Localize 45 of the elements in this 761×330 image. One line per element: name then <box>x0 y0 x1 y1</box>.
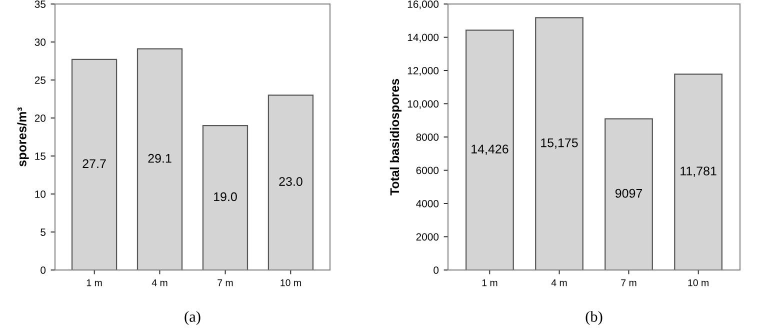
bar <box>535 17 584 270</box>
y-tick-label: 2000 <box>416 233 439 241</box>
y-tick-label: 15 <box>35 152 46 160</box>
bar <box>604 118 653 270</box>
text: (a) <box>184 311 200 325</box>
y-tick-label: 0 <box>40 266 46 274</box>
y-axis-title: Total basidiospores <box>390 78 402 196</box>
x-tick-label: 7 m <box>218 279 233 286</box>
y-tick-label: 10,000 <box>408 100 439 109</box>
y-tick-label: 4000 <box>416 200 439 208</box>
x-tick-label: 1 m <box>482 279 498 286</box>
x-tick-label: 4 m <box>152 279 168 286</box>
x-tick-label: 10 m <box>688 279 708 286</box>
y-tick-label: 16,000 <box>408 0 439 10</box>
bar <box>136 48 183 270</box>
x-tick-label: 10 m <box>280 279 301 286</box>
bar <box>71 58 118 270</box>
x-tick-label: 4 m <box>551 279 567 286</box>
y-tick-label: 12,000 <box>408 67 439 76</box>
data-label: 14,426 <box>472 144 508 155</box>
data-label: 9097 <box>615 188 642 198</box>
y-tick-label: 0 <box>434 266 439 274</box>
y-tick-label: 30 <box>34 38 46 46</box>
x-tick-label: 1 m <box>86 279 102 286</box>
bar <box>268 94 314 270</box>
x-tick-label: 7 m <box>621 279 636 286</box>
bar <box>202 125 248 270</box>
data-label: 11,781 <box>680 166 716 177</box>
text: (b) <box>586 311 602 325</box>
y-tick-label: 8000 <box>416 134 439 141</box>
y-tick-label: 14,000 <box>408 34 439 42</box>
y-tick-label: 5 <box>40 228 46 236</box>
data-label: 19.0 <box>214 192 237 202</box>
y-tick-label: 10 <box>35 190 46 198</box>
y-axis-title: spores/m³ <box>17 107 29 166</box>
data-label: 29.1 <box>148 154 172 163</box>
bar <box>466 30 514 270</box>
data-label: 23.0 <box>279 177 302 186</box>
data-label: 15,175 <box>541 138 578 149</box>
bar <box>674 74 722 270</box>
y-tick-label: 35 <box>34 0 46 8</box>
y-tick-label: 25 <box>34 76 46 84</box>
y-tick-label: 6000 <box>416 166 439 174</box>
y-tick-label: 20 <box>34 114 46 122</box>
data-label: 27.7 <box>82 159 106 168</box>
